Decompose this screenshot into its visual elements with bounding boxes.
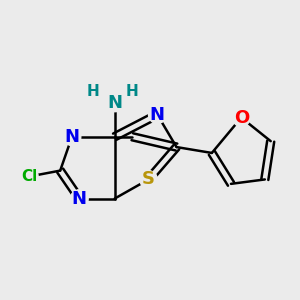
Text: N: N (72, 190, 87, 208)
Circle shape (63, 128, 81, 146)
Text: Cl: Cl (21, 169, 38, 184)
Text: H: H (126, 84, 139, 99)
Circle shape (20, 168, 38, 185)
Circle shape (126, 85, 139, 98)
Circle shape (148, 106, 166, 124)
Text: N: N (150, 106, 165, 124)
Text: N: N (64, 128, 80, 146)
Text: S: S (142, 170, 155, 188)
Text: H: H (86, 84, 99, 99)
Circle shape (86, 85, 99, 98)
Text: N: N (107, 94, 122, 112)
Circle shape (106, 94, 124, 112)
Circle shape (232, 109, 250, 126)
Circle shape (140, 171, 158, 188)
Text: O: O (234, 109, 249, 127)
Circle shape (70, 190, 88, 207)
